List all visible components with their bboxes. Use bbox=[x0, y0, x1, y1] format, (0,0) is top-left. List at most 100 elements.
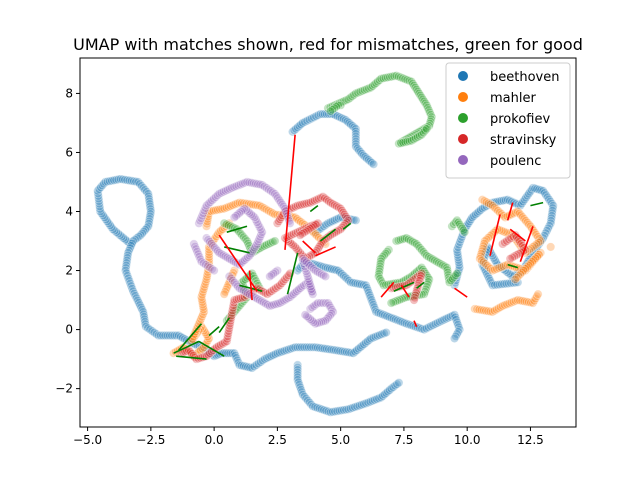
mismatch-line bbox=[315, 246, 336, 257]
data-point bbox=[121, 263, 131, 273]
data-point bbox=[293, 367, 303, 377]
mismatch-line bbox=[506, 202, 514, 221]
good-match-line bbox=[309, 204, 319, 213]
data-point bbox=[546, 213, 556, 223]
legend-label: prokofiev bbox=[490, 112, 550, 127]
data-point bbox=[202, 219, 212, 229]
mismatch-line bbox=[509, 228, 526, 242]
data-point bbox=[361, 338, 371, 348]
x-tick-label: 7.5 bbox=[394, 433, 413, 447]
data-point bbox=[426, 110, 436, 120]
data-point bbox=[194, 218, 204, 228]
axes: −5.0 −2.5 0.0 2.5 5.0 7.5 10.0 12.5 −2 0 2 4 6 8 bbox=[55, 57, 577, 447]
mismatch-line bbox=[519, 225, 534, 262]
data-point bbox=[313, 298, 323, 308]
data-point bbox=[409, 295, 419, 305]
good-match-line bbox=[198, 340, 225, 357]
y-tick-label: 0 bbox=[65, 323, 73, 337]
data-point bbox=[251, 276, 261, 286]
data-point bbox=[95, 204, 105, 214]
data-point bbox=[351, 142, 361, 152]
good-match-line bbox=[208, 326, 220, 337]
mismatch-line bbox=[302, 240, 316, 254]
data-point bbox=[139, 309, 149, 319]
data-point bbox=[295, 342, 305, 352]
data-point bbox=[501, 279, 511, 289]
data-point bbox=[363, 285, 373, 295]
y-tick-label: 6 bbox=[65, 145, 73, 159]
data-point bbox=[144, 196, 154, 206]
data-point bbox=[451, 270, 461, 280]
chart-title: UMAP with matches shown, red for mismatc… bbox=[73, 35, 583, 54]
data-point bbox=[144, 216, 154, 226]
data-point bbox=[198, 299, 208, 309]
data-point bbox=[513, 277, 523, 287]
data-point bbox=[142, 223, 152, 233]
data-point bbox=[94, 199, 104, 209]
data-point bbox=[499, 279, 509, 289]
data-point bbox=[198, 302, 208, 312]
data-point bbox=[490, 280, 500, 290]
data-point bbox=[367, 158, 377, 168]
data-point bbox=[366, 292, 376, 302]
data-point bbox=[351, 124, 361, 134]
data-point bbox=[146, 204, 156, 214]
legend-label: beethoven bbox=[490, 70, 559, 85]
data-point bbox=[361, 280, 371, 290]
data-point bbox=[95, 201, 105, 211]
data-point bbox=[115, 230, 125, 240]
data-point bbox=[94, 184, 104, 194]
data-point bbox=[198, 208, 208, 218]
data-point bbox=[514, 271, 524, 281]
data-point bbox=[354, 145, 364, 155]
data-point bbox=[442, 263, 452, 273]
data-point bbox=[504, 278, 514, 288]
data-point bbox=[351, 129, 361, 139]
data-point bbox=[144, 191, 154, 201]
data-point bbox=[220, 287, 230, 297]
data-point bbox=[209, 266, 219, 276]
legend-marker-beethoven bbox=[458, 71, 468, 81]
x-tick-label: 2.5 bbox=[268, 433, 287, 447]
data-point bbox=[452, 247, 462, 257]
good-match-line bbox=[393, 281, 415, 292]
good-match-line bbox=[416, 281, 425, 289]
data-point bbox=[136, 302, 146, 312]
data-point bbox=[122, 255, 132, 265]
data-point bbox=[194, 252, 204, 262]
data-point bbox=[192, 247, 202, 257]
data-point bbox=[547, 208, 557, 218]
data-point bbox=[160, 330, 170, 340]
x-tick-label: 5.0 bbox=[331, 433, 350, 447]
data-point bbox=[145, 201, 155, 211]
data-point bbox=[348, 348, 358, 358]
data-point bbox=[382, 247, 392, 257]
data-point bbox=[327, 309, 337, 319]
data-point bbox=[204, 250, 214, 260]
data-point bbox=[386, 298, 396, 308]
data-point bbox=[204, 252, 214, 262]
data-point bbox=[265, 271, 275, 281]
y-tick-label: −2 bbox=[55, 382, 73, 396]
data-point bbox=[350, 347, 360, 357]
data-point bbox=[113, 229, 123, 239]
data-point bbox=[454, 258, 464, 268]
data-point bbox=[442, 265, 452, 275]
data-point bbox=[199, 304, 209, 314]
data-point bbox=[547, 206, 557, 216]
data-point bbox=[185, 347, 195, 357]
data-point bbox=[145, 199, 155, 209]
data-point bbox=[301, 342, 311, 352]
data-point bbox=[315, 298, 325, 308]
data-point bbox=[354, 344, 364, 354]
good-match-line bbox=[226, 225, 248, 233]
data-point bbox=[544, 221, 554, 231]
data-point bbox=[191, 244, 201, 254]
plot-area bbox=[93, 71, 558, 417]
data-point bbox=[144, 194, 154, 204]
data-point bbox=[487, 280, 497, 290]
legend-label: poulenc bbox=[490, 154, 541, 169]
data-point bbox=[241, 205, 251, 215]
data-point bbox=[510, 278, 520, 288]
data-point bbox=[202, 272, 212, 282]
